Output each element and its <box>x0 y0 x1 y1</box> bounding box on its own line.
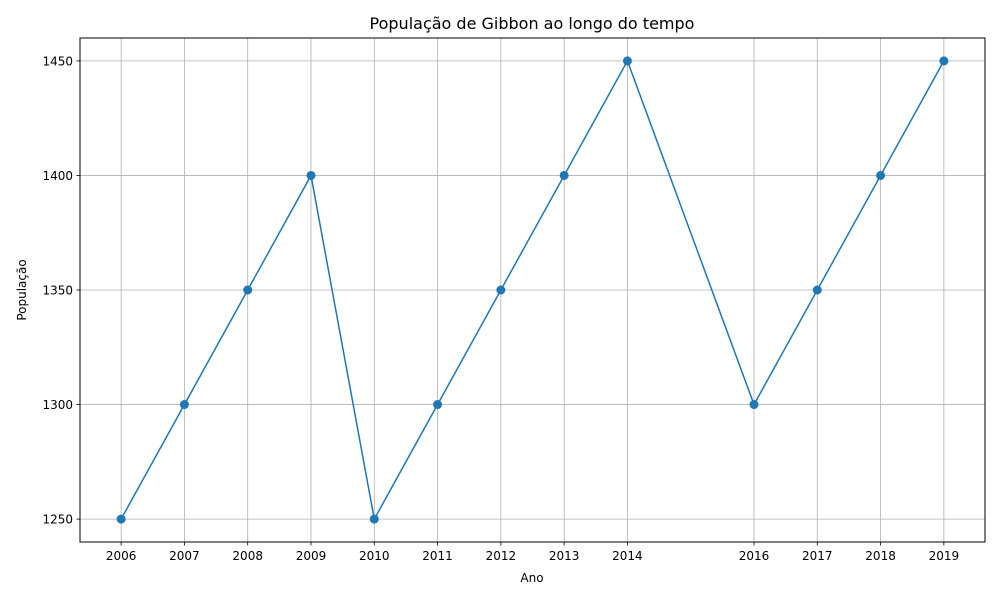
axis-ticks: 2006 2007 2008 2009 2010 2011 2012 2013 2014 2016… <box>42 54 959 563</box>
y-axis-label: População <box>15 259 29 320</box>
x-tick-label: 2018 <box>865 549 896 563</box>
x-axis-label: Ano <box>520 571 543 585</box>
x-tick-label: 2017 <box>802 549 833 563</box>
data-point <box>306 170 316 180</box>
data-point <box>876 170 886 180</box>
y-tick-label: 1250 <box>42 513 73 527</box>
x-tick-label: 2012 <box>486 549 517 563</box>
data-point <box>433 400 443 410</box>
x-tick-label: 2011 <box>422 549 453 563</box>
grid-lines <box>80 38 985 542</box>
y-tick-label: 1300 <box>42 398 73 412</box>
data-point <box>179 400 189 410</box>
x-tick-label: 2016 <box>739 549 770 563</box>
x-tick-label: 2010 <box>359 549 390 563</box>
data-point <box>559 170 569 180</box>
x-tick-label: 2006 <box>106 549 137 563</box>
data-point <box>243 285 253 295</box>
x-tick-label: 2008 <box>232 549 263 563</box>
data-points <box>116 56 949 524</box>
data-point <box>116 514 126 524</box>
x-tick-label: 2013 <box>549 549 580 563</box>
y-tick-label: 1450 <box>42 54 73 68</box>
x-tick-label: 2019 <box>929 549 960 563</box>
y-tick-label: 1400 <box>42 169 73 183</box>
data-point <box>749 400 759 410</box>
data-point <box>496 285 506 295</box>
data-point <box>939 56 949 66</box>
x-tick-label: 2007 <box>169 549 200 563</box>
y-tick-label: 1350 <box>42 284 73 298</box>
data-point <box>812 285 822 295</box>
data-point <box>622 56 632 66</box>
x-tick-label: 2009 <box>296 549 327 563</box>
plot-frame <box>79 37 986 543</box>
data-point <box>369 514 379 524</box>
x-tick-label: 2014 <box>612 549 643 563</box>
chart-title: População de Gibbon ao longo do tempo <box>370 14 695 33</box>
